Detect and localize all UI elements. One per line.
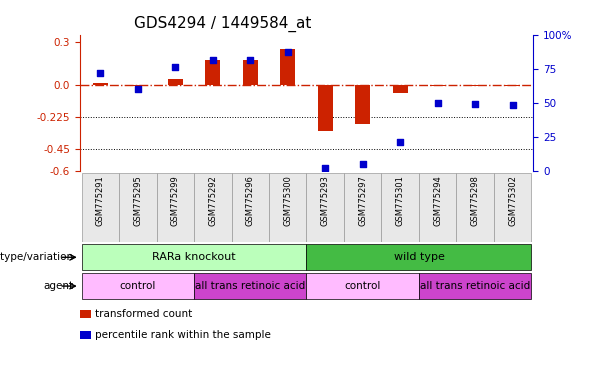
Text: GSM775291: GSM775291 bbox=[96, 175, 105, 226]
Text: RARa knockout: RARa knockout bbox=[152, 252, 236, 262]
Bar bbox=[419, 273, 531, 299]
Text: GSM775297: GSM775297 bbox=[358, 175, 367, 227]
Point bbox=[321, 165, 330, 171]
Text: all trans retinoic acid: all trans retinoic acid bbox=[420, 281, 530, 291]
Text: transformed count: transformed count bbox=[95, 309, 192, 319]
Bar bbox=[419, 173, 457, 242]
Bar bbox=[318, 85, 333, 131]
Bar bbox=[381, 173, 419, 242]
Text: GDS4294 / 1449584_at: GDS4294 / 1449584_at bbox=[134, 16, 311, 32]
Bar bbox=[243, 60, 257, 85]
Bar bbox=[468, 85, 482, 86]
Bar bbox=[82, 273, 194, 299]
Bar bbox=[93, 83, 108, 85]
Text: GSM775296: GSM775296 bbox=[246, 175, 255, 227]
Bar bbox=[82, 173, 119, 242]
Bar bbox=[119, 173, 156, 242]
Text: GSM775300: GSM775300 bbox=[283, 175, 292, 227]
Bar bbox=[494, 173, 531, 242]
Text: GSM775295: GSM775295 bbox=[133, 175, 142, 226]
Bar bbox=[393, 85, 408, 93]
Bar bbox=[430, 85, 445, 86]
Bar bbox=[82, 244, 306, 270]
Point bbox=[133, 86, 143, 92]
Point bbox=[508, 103, 517, 109]
Point bbox=[208, 57, 218, 63]
Bar bbox=[156, 173, 194, 242]
Text: GSM775299: GSM775299 bbox=[171, 175, 180, 226]
Text: control: control bbox=[345, 281, 381, 291]
Bar bbox=[344, 173, 381, 242]
Text: GSM775298: GSM775298 bbox=[471, 175, 480, 227]
Text: GSM775301: GSM775301 bbox=[396, 175, 405, 227]
Text: control: control bbox=[120, 281, 156, 291]
Point bbox=[170, 64, 180, 70]
Text: GSM775293: GSM775293 bbox=[321, 175, 330, 227]
Text: percentile rank within the sample: percentile rank within the sample bbox=[95, 330, 271, 340]
Point bbox=[395, 139, 405, 145]
Bar bbox=[205, 60, 220, 85]
Bar bbox=[194, 173, 232, 242]
Bar bbox=[194, 273, 306, 299]
Bar bbox=[131, 85, 145, 86]
Point bbox=[433, 100, 443, 106]
Point bbox=[283, 49, 292, 55]
Text: wild type: wild type bbox=[394, 252, 444, 262]
Point bbox=[245, 57, 255, 63]
Bar bbox=[306, 273, 419, 299]
Bar bbox=[505, 85, 520, 86]
Bar bbox=[232, 173, 269, 242]
Point bbox=[358, 161, 368, 167]
Bar bbox=[280, 49, 295, 85]
Point bbox=[470, 101, 480, 107]
Text: GSM775294: GSM775294 bbox=[433, 175, 442, 226]
Point bbox=[96, 70, 105, 76]
Text: genotype/variation: genotype/variation bbox=[0, 252, 74, 262]
Bar bbox=[168, 79, 183, 85]
Text: agent: agent bbox=[44, 281, 74, 291]
Bar bbox=[269, 173, 306, 242]
Text: GSM775302: GSM775302 bbox=[508, 175, 517, 227]
Bar bbox=[306, 244, 531, 270]
Text: all trans retinoic acid: all trans retinoic acid bbox=[195, 281, 305, 291]
Bar bbox=[356, 85, 370, 124]
Bar bbox=[457, 173, 494, 242]
Bar bbox=[306, 173, 344, 242]
Text: GSM775292: GSM775292 bbox=[208, 175, 217, 226]
